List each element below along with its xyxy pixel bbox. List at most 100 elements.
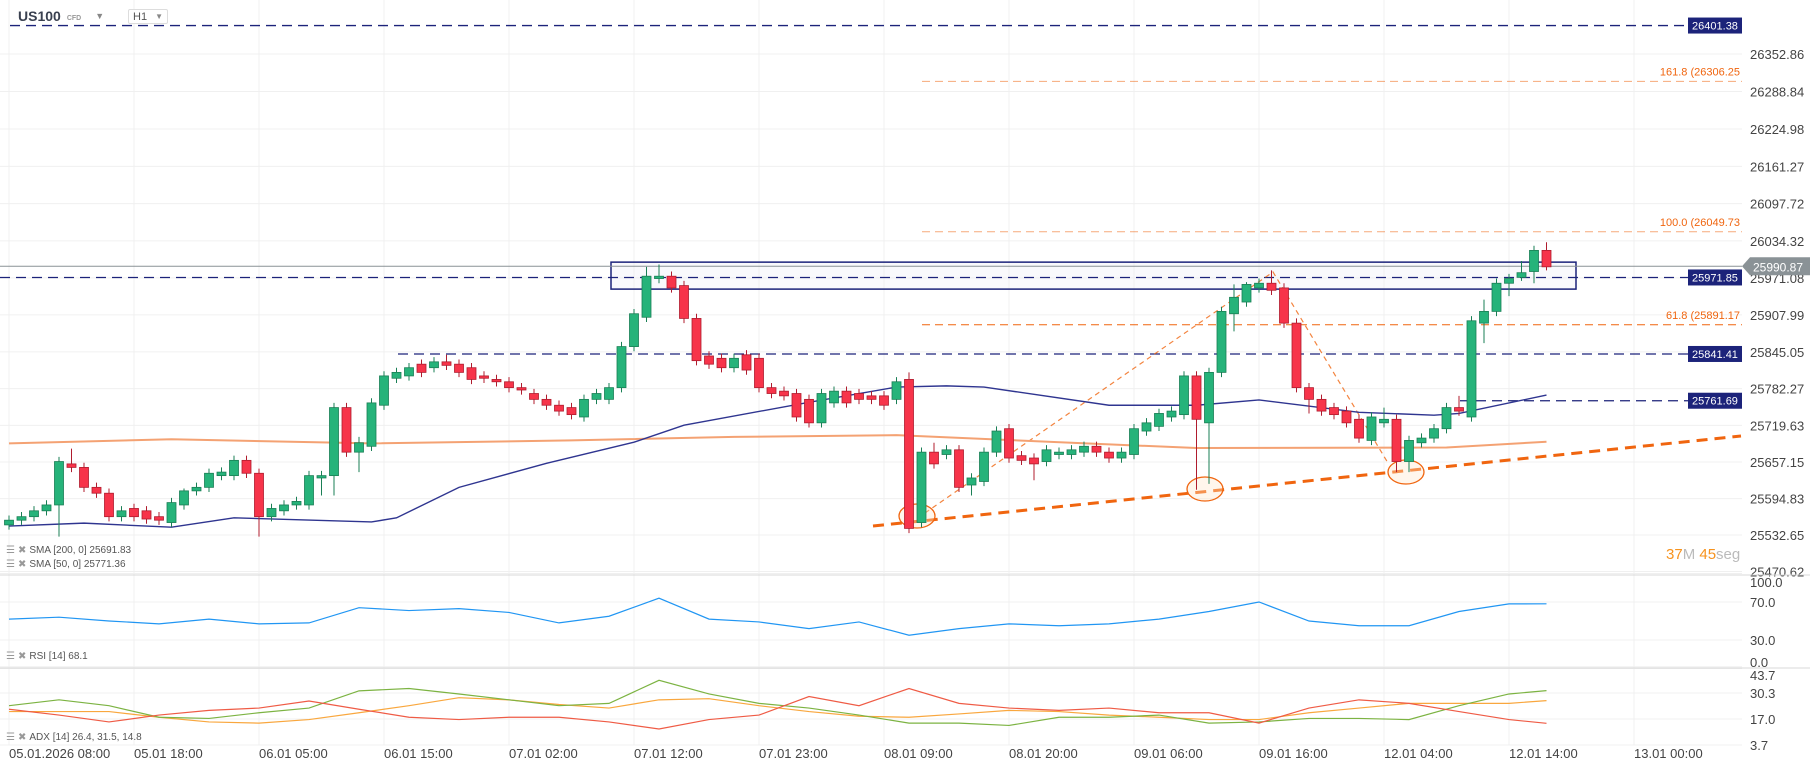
candle-body xyxy=(879,395,889,406)
settings-icon[interactable]: ☰ xyxy=(6,732,15,743)
symbol-selector[interactable]: US100 CFD ▼ xyxy=(18,8,104,24)
candle-body xyxy=(304,475,314,506)
candle-body xyxy=(279,504,289,512)
rsi-axis-label: 100.0 xyxy=(1750,575,1783,590)
time-axis-label: 06.01 15:00 xyxy=(384,746,453,761)
candle-body xyxy=(66,463,77,468)
candle-body xyxy=(366,402,377,447)
price-axis-label: 25594.83 xyxy=(1750,492,1804,507)
candle-body xyxy=(441,361,452,366)
candle-body xyxy=(829,390,839,404)
candle-body xyxy=(866,395,877,400)
time-axis-label: 13.01 00:00 xyxy=(1634,746,1703,761)
candle-body xyxy=(1241,284,1252,303)
time-axis-label: 07.01 12:00 xyxy=(634,746,703,761)
time-axis-label: 12.01 04:00 xyxy=(1384,746,1453,761)
candle-body xyxy=(1291,322,1302,389)
candle-body xyxy=(1516,272,1527,278)
settings-icon[interactable]: ☰ xyxy=(6,545,15,556)
candle-body xyxy=(266,508,277,518)
candle-body xyxy=(479,375,489,379)
candle-body xyxy=(1354,418,1364,439)
chevron-down-icon[interactable]: ▼ xyxy=(95,11,105,21)
candle-body xyxy=(1254,282,1264,289)
time-axis-label: 06.01 05:00 xyxy=(259,746,328,761)
candle-body xyxy=(1054,451,1064,455)
rsi-axis-label: 70.0 xyxy=(1750,595,1775,610)
timeframe-dropdown[interactable]: H1 ▼ xyxy=(128,9,168,24)
candle-body xyxy=(329,407,339,477)
candle-body xyxy=(954,449,964,488)
level-price-tag-text: 26401.38 xyxy=(1692,21,1738,33)
adx-line xyxy=(9,697,1547,724)
candle-body xyxy=(754,357,764,389)
candle-body xyxy=(991,430,1002,453)
candle-body xyxy=(79,467,89,488)
candle-body xyxy=(716,357,727,369)
candle-body xyxy=(541,398,552,406)
candle-body xyxy=(504,381,514,389)
indicator-label-rsi: ☰ ✖ RSI [14] 68.1 xyxy=(6,651,88,662)
candle-countdown: 37M 45seg xyxy=(1666,546,1740,563)
candle-body xyxy=(254,472,264,518)
timer-minutes: 37 xyxy=(1666,546,1683,563)
candle-body xyxy=(916,451,927,523)
level-price-tag-text: 25761.69 xyxy=(1692,396,1738,408)
rsi-value: RSI [14] 68.1 xyxy=(29,651,88,662)
candle-body xyxy=(229,459,239,477)
minus-di-line xyxy=(8,687,1547,730)
timer-minutes-unit: M xyxy=(1682,546,1696,563)
candle-body xyxy=(704,355,714,365)
swing-low-circle xyxy=(1186,476,1224,502)
candle-body xyxy=(891,381,902,400)
settings-icon[interactable]: ☰ xyxy=(6,651,15,662)
level-price-tag-text: 25971.85 xyxy=(1692,272,1738,284)
adx-axis-label: 17.0 xyxy=(1750,712,1775,727)
swing-low-circle xyxy=(1387,459,1425,485)
candle-body xyxy=(4,519,14,526)
price-axis-label: 26161.27 xyxy=(1750,159,1804,174)
candle-body xyxy=(1379,418,1389,424)
candle-body xyxy=(791,393,802,418)
candle-body xyxy=(729,357,739,369)
candle-body xyxy=(41,504,52,512)
support-trendline xyxy=(872,434,1742,528)
candle-body xyxy=(1279,287,1289,324)
settings-icon[interactable]: ☰ xyxy=(6,559,15,570)
candle-body xyxy=(1229,296,1239,315)
time-axis-label: 08.01 09:00 xyxy=(884,746,953,761)
candle-body xyxy=(854,393,864,400)
candle-body xyxy=(841,390,852,404)
candle-body xyxy=(1416,437,1427,444)
candle-body xyxy=(616,346,627,389)
candle-body xyxy=(1429,428,1439,439)
candle-body xyxy=(1091,445,1102,453)
close-icon[interactable]: ✖ xyxy=(17,559,27,570)
time-axis-label: 05.01 18:00 xyxy=(134,746,203,761)
price-axis-label: 25782.27 xyxy=(1750,382,1804,397)
candle-body xyxy=(191,486,202,492)
adx-axis-label: 30.3 xyxy=(1750,686,1775,701)
price-axis-label: 26097.72 xyxy=(1750,197,1804,212)
close-icon[interactable]: ✖ xyxy=(17,545,27,556)
candle-body xyxy=(1029,457,1039,465)
candle-body xyxy=(1491,282,1502,312)
candle-body xyxy=(604,387,614,400)
close-icon[interactable]: ✖ xyxy=(17,732,27,743)
candle-body xyxy=(591,393,602,400)
timer-seconds: 45 xyxy=(1699,546,1717,563)
candle-body xyxy=(1066,449,1077,455)
time-axis-label: 08.01 20:00 xyxy=(1009,746,1078,761)
adx-axis-label: 43.7 xyxy=(1750,668,1775,683)
price-axis-label: 26034.32 xyxy=(1750,234,1804,249)
candle-body xyxy=(516,387,527,391)
level-price-tag xyxy=(1688,392,1742,409)
rsi-axis-label: 0.0 xyxy=(1750,655,1768,670)
candle-body xyxy=(341,407,352,453)
candle-body xyxy=(404,367,414,377)
candle-body xyxy=(379,375,389,406)
close-icon[interactable]: ✖ xyxy=(17,651,27,662)
candle-body xyxy=(1154,413,1164,427)
pattern-line xyxy=(924,271,1389,514)
